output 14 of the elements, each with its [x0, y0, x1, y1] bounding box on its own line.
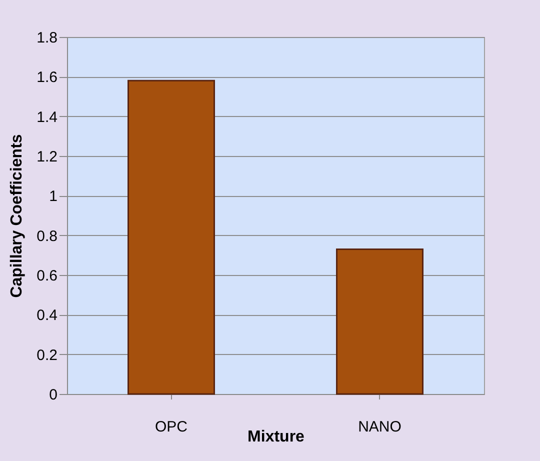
y-tick-label: 1.8: [36, 30, 58, 46]
x-tick-label: OPC: [154, 418, 188, 436]
x-axis-title: Mixture: [248, 428, 305, 446]
y-tick-label: 0.2: [36, 346, 58, 364]
y-tick-label: 1.2: [36, 148, 58, 166]
y-tick-label: 1.4: [36, 108, 58, 126]
y-tick-label: 1: [49, 188, 58, 206]
y-tick-label: 0.8: [36, 228, 58, 245]
y-tick-label: 0.6: [36, 268, 58, 284]
y-tick-label: 0: [49, 386, 58, 404]
y-tick-label: 1.6: [36, 69, 58, 86]
y-tick-label: 0.4: [36, 307, 58, 324]
y-axis-title: Capillary Coefficients: [8, 134, 26, 298]
x-tick-label: NANO: [358, 418, 402, 436]
